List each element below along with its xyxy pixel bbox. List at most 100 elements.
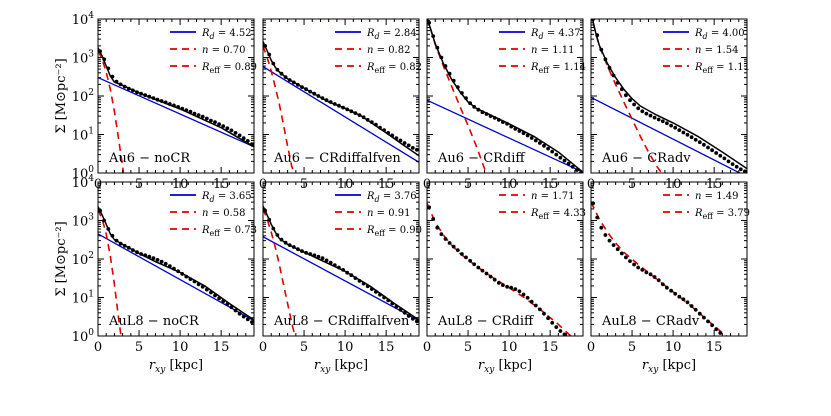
data-point <box>460 91 464 95</box>
data-point <box>341 268 345 272</box>
data-point <box>427 205 431 210</box>
data-point <box>619 251 624 256</box>
data-point <box>213 120 217 124</box>
panel-title: Au6 − CRadv <box>601 151 691 166</box>
legend-label: Reff = 3.79 <box>694 208 750 221</box>
data-point <box>159 259 164 264</box>
legend-label: Reff = 4.33 <box>530 208 586 221</box>
data-point <box>542 311 546 316</box>
total-fit-line <box>263 205 419 321</box>
data-point <box>669 288 673 293</box>
data-point <box>316 94 321 98</box>
legend-label: n = 0.91 <box>367 208 410 219</box>
data-point <box>374 290 378 294</box>
data-point <box>233 131 238 135</box>
data-point <box>743 169 747 173</box>
data-point <box>619 87 624 92</box>
data-point <box>192 111 197 116</box>
sersic-fit-line <box>263 208 296 336</box>
data-point <box>488 114 493 118</box>
x-tick-label: 10 <box>501 340 518 355</box>
legend-label: n = 0.82 <box>367 45 410 56</box>
data-point <box>652 115 657 120</box>
data-point <box>640 268 645 272</box>
legend-label: n = 1.49 <box>695 191 738 202</box>
data-point <box>378 125 382 130</box>
data-point <box>233 308 238 313</box>
data-point <box>172 103 176 108</box>
data-point <box>312 91 317 96</box>
data-point <box>644 111 649 116</box>
data-point <box>296 247 300 252</box>
data-point <box>702 142 706 147</box>
data-point <box>237 133 242 138</box>
legend-label: n = 0.58 <box>202 208 245 219</box>
data-point <box>328 100 333 104</box>
data-point <box>369 287 374 291</box>
data-point <box>714 151 719 155</box>
data-point <box>126 245 131 250</box>
panel-title: Au6 − noCR <box>108 151 191 166</box>
data-point <box>607 238 612 243</box>
total-fit-line <box>263 41 419 157</box>
data-point <box>180 106 185 111</box>
data-point <box>402 310 407 315</box>
data-point <box>529 136 534 140</box>
data-point <box>706 145 710 150</box>
data-point <box>271 61 276 66</box>
data-point <box>447 71 452 76</box>
data-point <box>669 123 673 128</box>
data-point <box>122 84 127 89</box>
data-point <box>98 49 102 54</box>
data-point <box>196 282 201 287</box>
data-point <box>398 307 403 312</box>
total-fit-line <box>591 19 747 170</box>
data-point <box>558 155 563 160</box>
disk-fit-line <box>98 233 254 322</box>
data-point <box>603 233 608 237</box>
x-axis-label: rxy [kpc] <box>149 358 203 375</box>
data-point <box>386 131 391 135</box>
data-point <box>390 301 395 306</box>
y-axis-label: Σ [M⊙pc⁻²] <box>54 58 69 133</box>
data-point <box>435 225 440 230</box>
data-point <box>525 133 530 138</box>
data-point <box>451 244 456 249</box>
x-tick-label: 5 <box>135 340 143 355</box>
data-point <box>353 111 358 115</box>
data-point <box>114 79 119 84</box>
data-point <box>488 274 493 279</box>
data-point <box>110 74 115 79</box>
panel-title: Au6 − CRdiff <box>437 151 526 166</box>
data-point <box>443 237 448 241</box>
plot-area <box>98 47 254 173</box>
data-point <box>509 285 514 290</box>
y-tick-label: 101 <box>72 290 94 307</box>
data-point <box>685 300 690 305</box>
data-point <box>693 307 698 312</box>
x-tick-label: 0 <box>423 340 431 355</box>
axes-frame <box>426 18 584 174</box>
disk-fit-line <box>263 236 419 322</box>
data-point <box>533 138 538 143</box>
data-point <box>341 105 345 110</box>
legend: n = 1.49 Reff = 3.79 <box>663 191 750 221</box>
data-point <box>476 107 481 112</box>
data-point <box>180 272 185 276</box>
data-point <box>505 284 509 289</box>
data-point <box>538 141 542 145</box>
y-tick-label: 104 <box>72 11 95 28</box>
data-point <box>496 118 501 122</box>
data-point <box>550 320 555 325</box>
data-point <box>324 98 329 103</box>
data-point <box>562 332 567 336</box>
data-point <box>529 299 534 304</box>
data-point <box>353 276 358 280</box>
x-tick-label: 10 <box>665 340 682 355</box>
data-point <box>628 259 632 263</box>
data-point <box>632 262 636 267</box>
data-point <box>521 131 526 136</box>
data-point <box>406 143 411 148</box>
data-point <box>279 71 284 76</box>
